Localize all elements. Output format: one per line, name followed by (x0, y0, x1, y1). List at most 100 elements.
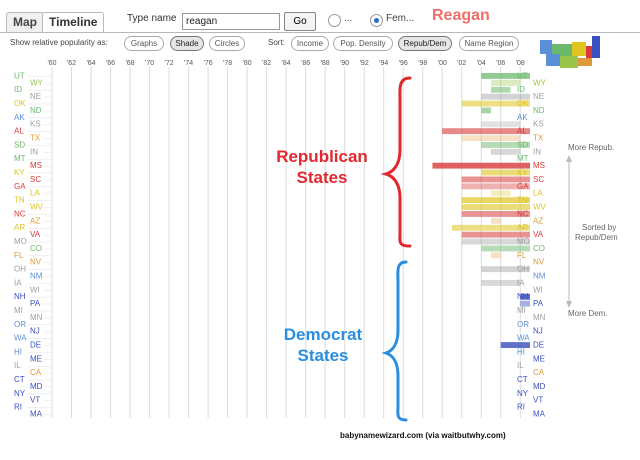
state-label: CO (30, 244, 42, 253)
heat-cell (461, 135, 521, 141)
state-label-right: MT (517, 154, 529, 163)
state-label-right: SC (533, 175, 544, 184)
state-label-right: NY (517, 389, 529, 398)
state-label-right: AL (517, 127, 527, 136)
heat-cell (461, 197, 530, 204)
state-label-right: LA (533, 189, 543, 198)
state-label-right: OR (517, 320, 529, 329)
x-tick-label: '82 (262, 60, 271, 67)
state-label-right: KS (533, 120, 544, 129)
sort-arrow-up (566, 155, 572, 162)
state-label: IA (14, 278, 22, 287)
x-tick-label: '74 (184, 60, 193, 67)
state-label-right: KY (517, 168, 528, 177)
gender-radio-male[interactable] (328, 14, 341, 27)
heat-cell (481, 107, 491, 114)
republican-label-line1: Republican (276, 147, 368, 166)
x-tick-label: '60 (47, 60, 56, 67)
heat-cell (461, 204, 530, 210)
state-label: NE (30, 92, 41, 101)
republican-brace (380, 76, 412, 248)
sort-income-button[interactable]: Income (291, 36, 329, 51)
x-tick-label: '02 (457, 60, 466, 67)
go-button[interactable]: Go (284, 12, 316, 31)
state-label-right: DE (533, 340, 544, 349)
heat-cell (481, 245, 530, 252)
sort-label: Sort: (268, 38, 285, 47)
heat-cell (461, 176, 530, 183)
state-label: NH (14, 292, 26, 301)
heat-cell (451, 224, 530, 231)
state-label-right: NC (517, 209, 529, 218)
state-label-right: MS (533, 161, 545, 170)
state-label: ID (14, 85, 22, 94)
state-label: DE (30, 340, 41, 349)
heat-cell (490, 79, 521, 86)
state-label-right: WA (517, 334, 530, 343)
x-tick-label: '76 (204, 60, 213, 67)
mode-shade-button[interactable]: Shade (170, 36, 204, 51)
x-tick-label: '84 (282, 60, 291, 67)
state-label: NV (30, 258, 42, 267)
x-tick-label: '94 (379, 60, 388, 67)
state-label-right: WI (533, 285, 543, 294)
current-name-title: Reagan (432, 7, 490, 24)
mode-circles-button[interactable]: Circles (209, 36, 245, 51)
tab-map[interactable]: Map (6, 12, 44, 32)
sorted-by-line2: Repub/Dem (575, 233, 618, 242)
heat-cell (481, 121, 521, 128)
credit-text: babynamewizard.com (via waitbutwhy.com) (340, 431, 506, 440)
state-label-right: NH (517, 292, 529, 301)
state-label: AR (14, 223, 25, 232)
state-label: MT (14, 154, 26, 163)
name-input[interactable]: reagan (182, 13, 280, 30)
state-label: FL (14, 251, 24, 260)
sort-name-region-button[interactable]: Name Region (459, 36, 519, 51)
x-tick-label: '90 (340, 60, 349, 67)
state-label: SC (30, 175, 41, 184)
democrat-label-line2: States (297, 346, 349, 365)
state-label-right: HI (517, 347, 525, 356)
heat-cell (490, 217, 501, 224)
state-label: NC (14, 209, 26, 218)
sort-pop-density-button[interactable]: Pop. Density (333, 36, 393, 51)
state-label-right: MN (533, 313, 546, 322)
state-label: HI (14, 347, 22, 356)
heat-cell (432, 162, 530, 169)
gender-radio-female[interactable] (370, 14, 383, 27)
heat-cell (461, 183, 530, 190)
state-label: NM (30, 271, 43, 280)
state-label-right: WV (533, 202, 547, 211)
state-label-right: UT (517, 71, 528, 80)
heat-cell (461, 238, 530, 245)
state-label-right: GA (517, 182, 529, 191)
state-label-right: TN (517, 196, 528, 205)
mode-graphs-button[interactable]: Graphs (124, 36, 164, 51)
state-label: CT (14, 375, 25, 384)
state-label: SD (14, 140, 25, 149)
state-label-right: NV (533, 258, 545, 267)
show-relative-label: Show relative popularity as: (10, 38, 108, 47)
state-label: MA (30, 409, 43, 418)
state-label-right: IL (517, 361, 524, 370)
state-label: MO (14, 237, 27, 246)
heat-cell (490, 190, 511, 197)
more-repub-label: More Repub. (568, 143, 615, 152)
x-tick-label: '78 (223, 60, 232, 67)
x-tick-label: '06 (496, 60, 505, 67)
state-label-right: OH (517, 265, 529, 274)
tab-timeline[interactable]: Timeline (42, 12, 105, 32)
state-label: OH (14, 265, 26, 274)
x-tick-label: '96 (399, 60, 408, 67)
democrat-label-line1: Democrat (283, 325, 363, 344)
state-label: IN (30, 147, 38, 156)
state-label: VA (30, 230, 41, 239)
x-tick-label: '04 (477, 60, 486, 67)
state-label-right: AK (517, 113, 528, 122)
sort-repub-dem-button[interactable]: Repub/Dem (398, 36, 452, 51)
x-tick-label: '88 (321, 60, 330, 67)
state-label: ND (30, 106, 42, 115)
x-tick-label: '68 (125, 60, 134, 67)
heat-cell (481, 280, 521, 286)
state-label-right: ID (517, 85, 525, 94)
